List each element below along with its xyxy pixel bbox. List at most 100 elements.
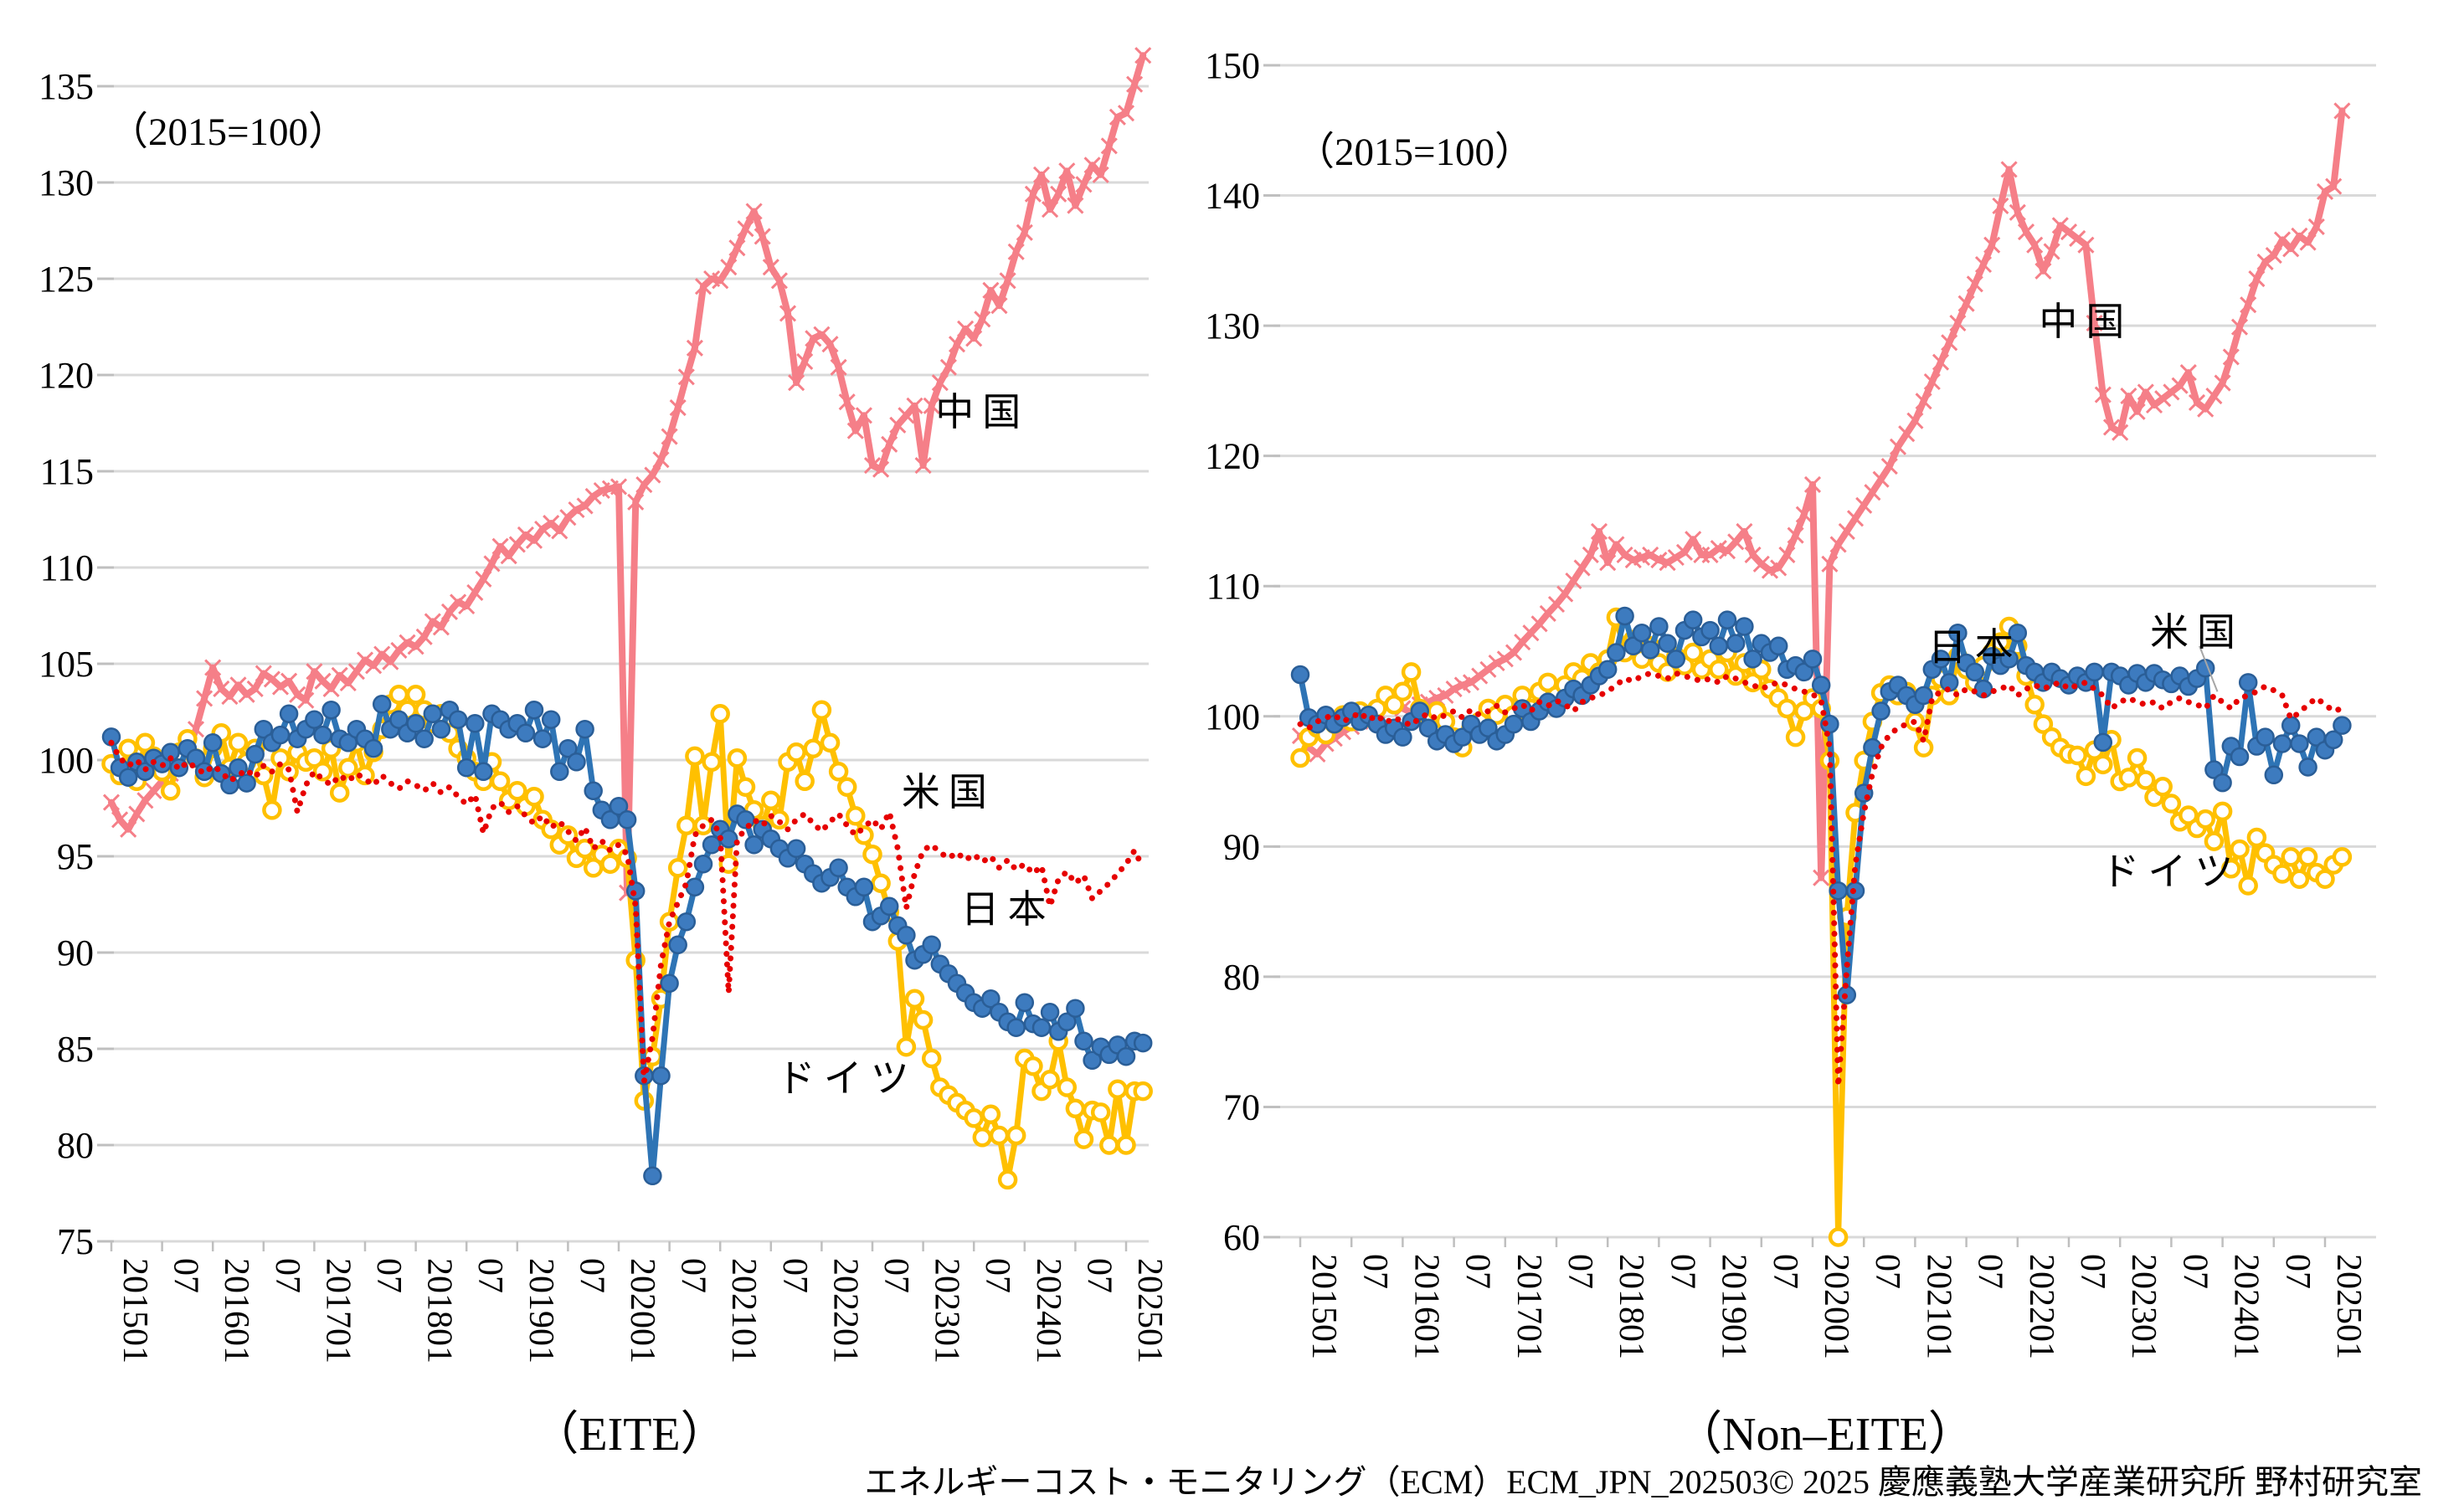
marker-日本-non-eite xyxy=(1768,636,1788,656)
series-label-japan-eite: 日本 xyxy=(960,887,1055,931)
marker-日本-eite xyxy=(406,714,425,733)
marker-日本-eite xyxy=(1057,1012,1077,1032)
marker-ドイツ-eite xyxy=(1116,1135,1136,1155)
x-tick-label-non-eite: 07 xyxy=(1355,1254,1394,1289)
marker-日本-non-eite xyxy=(1717,610,1737,629)
x-tick-label-non-eite: 202301 xyxy=(2124,1254,2163,1359)
x-tick-label-eite: 07 xyxy=(572,1258,610,1293)
y-tick-label-eite: 80 xyxy=(57,1125,94,1166)
marker-日本-eite xyxy=(414,729,434,748)
marker-ドイツ-eite xyxy=(490,771,511,792)
marker-日本-non-eite xyxy=(1700,620,1720,640)
marker-日本-eite xyxy=(829,858,848,878)
marker-ドイツ-eite xyxy=(972,1127,993,1148)
marker-ドイツ-eite xyxy=(405,685,426,705)
marker-ドイツ-eite xyxy=(913,1009,934,1030)
marker-日本-non-eite xyxy=(1871,701,1890,721)
marker-ドイツ-non-eite xyxy=(2153,777,2173,797)
y-tick-label-non-eite: 100 xyxy=(1205,696,1260,737)
x-tick-label-eite: 202401 xyxy=(1029,1258,1067,1364)
marker-日本-eite xyxy=(541,710,561,729)
marker-日本-eite xyxy=(203,733,223,752)
x-tick-label-eite: 202101 xyxy=(724,1258,763,1364)
marker-ドイツ-eite xyxy=(820,732,841,753)
x-tick-label-eite: 07 xyxy=(268,1258,306,1293)
marker-日本-non-eite xyxy=(1666,650,1686,669)
marker-日本-eite xyxy=(558,738,578,758)
marker-ドイツ-eite xyxy=(786,742,806,763)
series-line-米国-eite xyxy=(108,739,1146,1085)
x-tick-label-eite: 202301 xyxy=(928,1258,966,1364)
marker-日本-non-eite xyxy=(1597,660,1618,680)
marker-ドイツ-non-eite xyxy=(1290,747,1310,768)
y-tick-label-eite: 105 xyxy=(39,644,94,685)
marker-日本-eite xyxy=(270,725,291,745)
y-tick-label-eite: 125 xyxy=(39,259,94,300)
x-tick-label-non-eite: 202501 xyxy=(2329,1254,2368,1359)
y-tick-label-non-eite: 130 xyxy=(1205,306,1260,347)
axis-unit-note-eite: （2015=100） xyxy=(109,110,348,154)
y-tick-label-non-eite: 140 xyxy=(1205,176,1260,217)
marker-日本-eite xyxy=(423,704,443,724)
y-tick-label-non-eite: 110 xyxy=(1206,566,1260,607)
marker-ドイツ-eite xyxy=(761,790,781,811)
marker-日本-non-eite xyxy=(1393,727,1412,747)
marker-ドイツ-eite xyxy=(1006,1125,1026,1146)
marker-ドイツ-non-eite xyxy=(1709,660,1729,680)
marker-日本-eite xyxy=(685,877,705,897)
marker-ドイツ-non-eite xyxy=(2221,859,2241,879)
x-markers-中国-eite xyxy=(102,47,1152,901)
marker-日本-eite xyxy=(456,758,476,778)
marker-日本-eite xyxy=(186,748,206,768)
x-tick-label-eite: 202201 xyxy=(826,1258,864,1364)
marker-日本-eite xyxy=(237,773,256,793)
marker-ドイツ-non-eite xyxy=(1392,681,1413,701)
x-tick-label-non-eite: 201601 xyxy=(1407,1254,1445,1359)
marker-ドイツ-non-eite xyxy=(2161,794,2182,814)
marker-日本-non-eite xyxy=(1931,650,1951,669)
marker-ドイツ-non-eite xyxy=(2281,847,2301,867)
marker-ドイツ-eite xyxy=(667,858,688,878)
marker-ドイツ-non-eite xyxy=(2179,805,2199,825)
y-tick-label-non-eite: 90 xyxy=(1223,826,1260,867)
marker-日本-eite xyxy=(279,704,299,724)
marker-日本-non-eite xyxy=(1914,686,1933,706)
x-tick-label-non-eite: 202001 xyxy=(1817,1254,1855,1359)
x-tick-label-non-eite: 07 xyxy=(1868,1254,1906,1289)
marker-日本-non-eite xyxy=(1863,737,1882,758)
chart-title-non-eite: （Non–EITE） xyxy=(1675,1409,1975,1461)
x-tick-label-non-eite: 201801 xyxy=(1612,1254,1650,1359)
marker-日本-eite xyxy=(532,729,553,748)
x-tick-label-non-eite: 202401 xyxy=(2227,1254,2266,1359)
marker-ドイツ-non-eite xyxy=(2238,876,2258,896)
marker-日本-eite xyxy=(676,912,697,932)
marker-日本-eite xyxy=(609,796,629,816)
marker-ドイツ-eite xyxy=(507,781,527,801)
marker-日本-non-eite xyxy=(1479,718,1498,738)
marker-日本-non-eite xyxy=(1726,634,1746,653)
marker-日本-eite xyxy=(474,762,493,782)
marker-日本-non-eite xyxy=(2272,734,2292,753)
marker-ドイツ-non-eite xyxy=(1990,632,2011,652)
marker-日本-eite xyxy=(550,762,569,782)
marker-日本-non-eite xyxy=(2204,760,2224,779)
y-tick-label-non-eite: 120 xyxy=(1205,436,1260,477)
marker-ドイツ-eite xyxy=(600,854,620,874)
x-tick-label-eite: 202501 xyxy=(1130,1258,1169,1364)
marker-日本-non-eite xyxy=(1632,623,1652,643)
marker-日本-non-eite xyxy=(2093,732,2113,752)
marker-ドイツ-eite xyxy=(262,800,282,820)
marker-日本-non-eite xyxy=(2290,734,2309,753)
marker-日本-eite xyxy=(1133,1033,1153,1053)
marker-日本-non-eite xyxy=(1735,617,1754,636)
marker-日本-non-eite xyxy=(2323,730,2343,750)
marker-ドイツ-eite xyxy=(846,805,866,826)
marker-日本-eite xyxy=(575,719,594,739)
x-tick-label-eite: 202001 xyxy=(623,1258,661,1364)
marker-日本-non-eite xyxy=(1965,662,1985,682)
x-tick-label-non-eite: 07 xyxy=(1971,1254,2009,1289)
marker-ドイツ-eite xyxy=(727,747,748,768)
marker-ドイツ-non-eite xyxy=(2118,768,2139,788)
y-tick-label-eite: 110 xyxy=(40,547,94,588)
marker-ドイツ-eite xyxy=(1099,1135,1119,1155)
